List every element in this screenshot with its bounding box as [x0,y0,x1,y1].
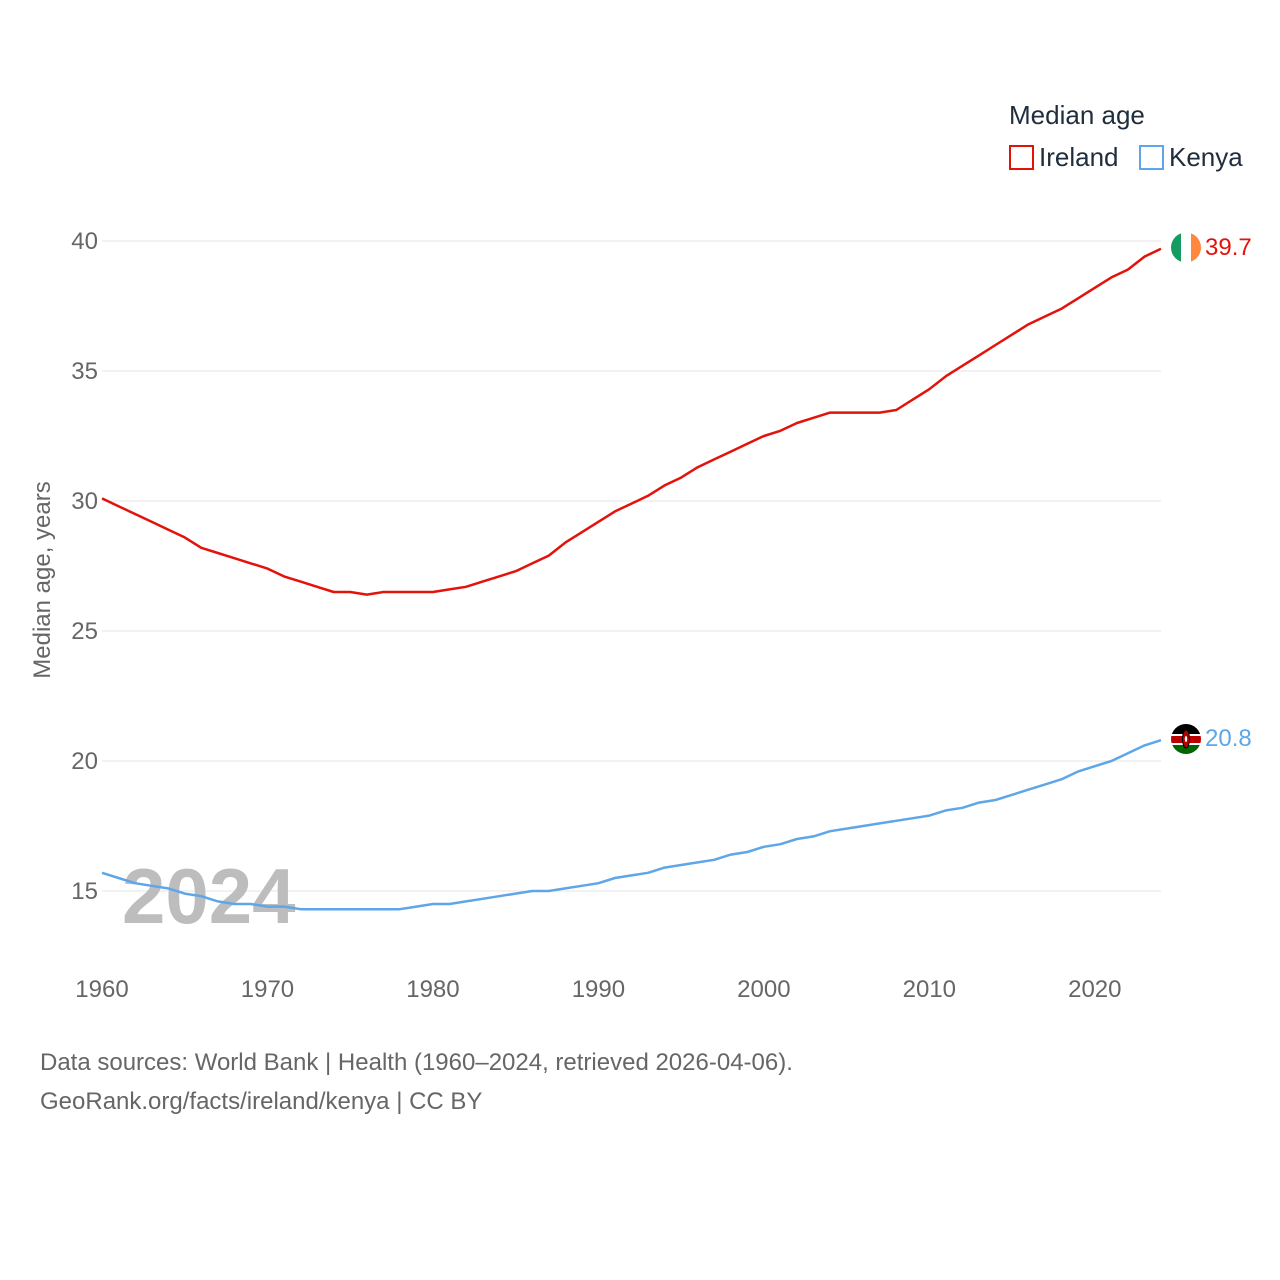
x-axis-ticks: 1960 1970 1980 1990 2000 2010 2020 [75,976,1121,1003]
x-tick-label: 2000 [737,976,790,1003]
end-label-kenya: 20.8 [1205,725,1252,752]
gridlines [102,240,1161,892]
series-line-kenya[interactable] [101,739,1162,911]
y-axis-title: Median age, years [29,481,56,678]
y-tick-label: 35 [71,358,98,385]
footer: Data sources: World Bank | Health (1960–… [40,1043,1240,1121]
x-tick-label: 2020 [1068,976,1121,1003]
legend-item-kenya[interactable]: Kenya [1139,142,1243,172]
x-tick-label: 1970 [241,976,294,1003]
x-tick-label: 1980 [406,976,459,1003]
end-label-ireland: 39.7 [1205,234,1252,261]
y-tick-label: 15 [71,878,98,905]
legend-swatch-ireland [1009,145,1034,170]
legend-item-ireland[interactable]: Ireland [1009,142,1119,172]
year-watermark: 2024 [122,852,296,940]
line-chart: 15 20 25 30 35 40 1960 1970 1980 1990 2000 2010 202… [29,100,1252,1003]
legend-title: Median age [1009,100,1145,130]
y-tick-label: 25 [71,618,98,645]
y-tick-label: 40 [71,228,98,255]
data-sources-text: Data sources: World Bank | Health (1960–… [40,1049,793,1076]
attribution-text: GeoRank.org/facts/ireland/kenya | CC BY [40,1088,483,1115]
ireland-flag-icon [1171,232,1201,263]
x-tick-label: 2010 [903,976,956,1003]
legend: Median age Ireland Kenya [1009,100,1243,172]
kenya-flag-icon [1171,724,1201,754]
y-tick-label: 30 [71,488,98,515]
x-tick-label: 1990 [572,976,625,1003]
y-tick-label: 20 [71,748,98,775]
series-layer [101,247,1162,911]
legend-label-ireland: Ireland [1039,142,1119,172]
legend-swatch-kenya [1139,145,1164,170]
y-axis-ticks: 15 20 25 30 35 40 [71,228,98,905]
legend-label-kenya: Kenya [1169,142,1243,172]
series-line-ireland[interactable] [101,247,1162,596]
x-tick-label: 1960 [75,976,128,1003]
